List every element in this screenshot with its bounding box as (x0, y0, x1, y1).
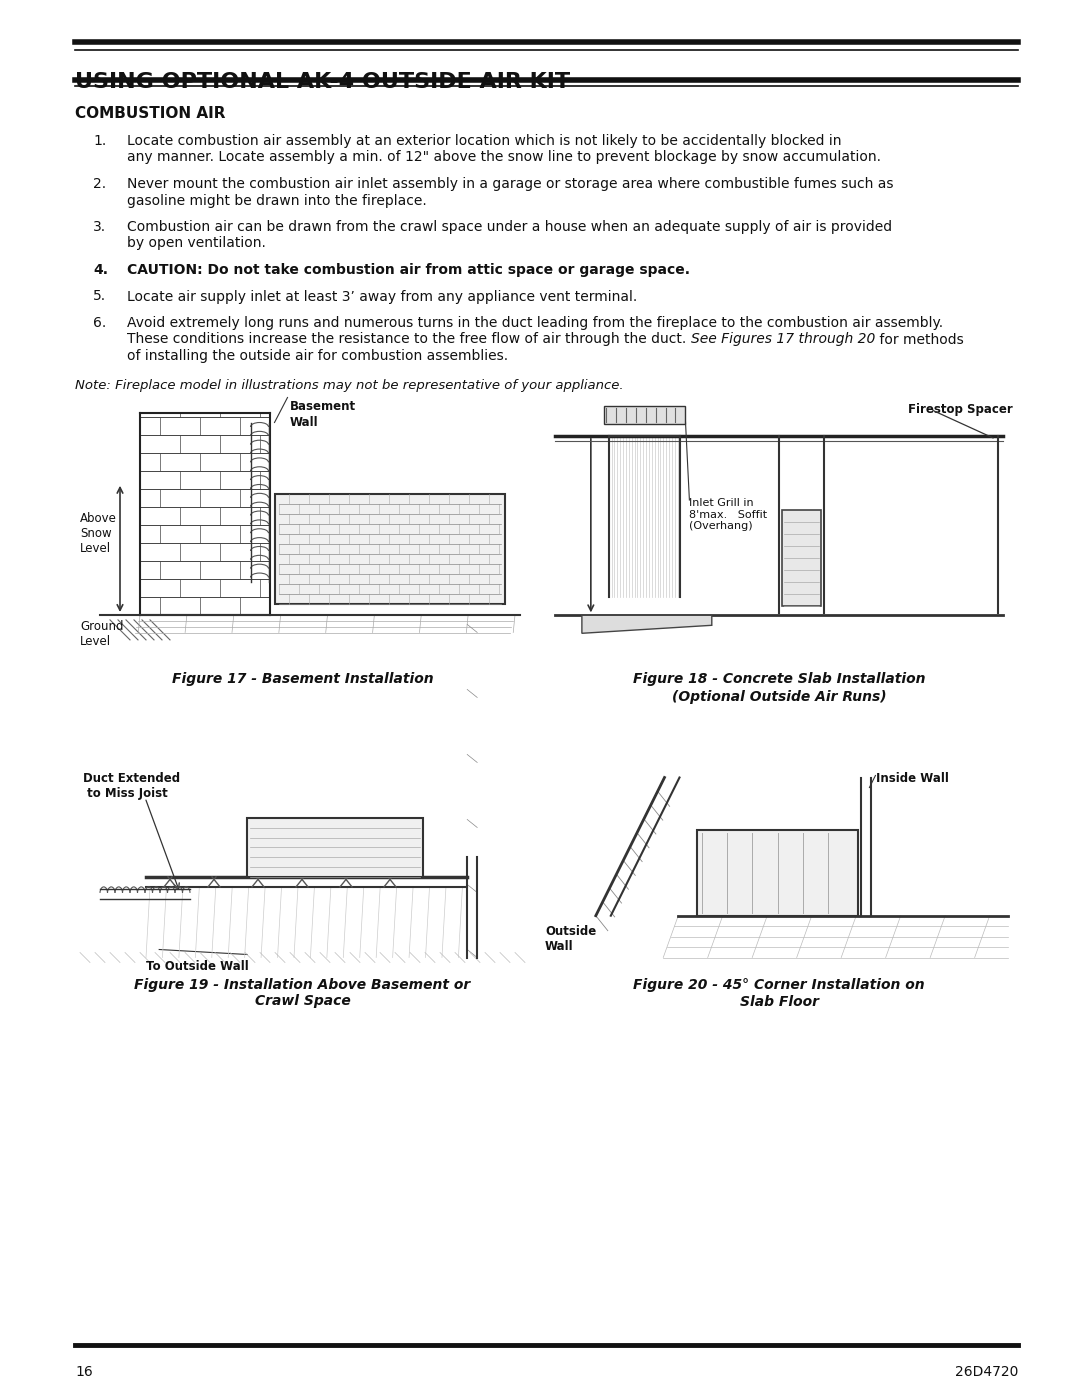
Text: Slab Floor: Slab Floor (740, 995, 819, 1009)
Bar (697, 830, 859, 915)
Text: any manner. Locate assembly a min. of 12" above the snow line to prevent blockag: any manner. Locate assembly a min. of 12… (127, 151, 881, 165)
Bar (75, 398, 530, 668)
Text: 3.: 3. (93, 219, 106, 235)
Text: 1.: 1. (93, 134, 106, 148)
Bar (247, 819, 423, 877)
Text: 6.: 6. (93, 316, 106, 330)
Bar (782, 510, 821, 606)
Bar (75, 753, 530, 972)
Text: 2.: 2. (93, 177, 106, 191)
Text: Locate air supply inlet at least 3’ away from any appliance vent terminal.: Locate air supply inlet at least 3’ away… (127, 289, 637, 303)
Text: Basement
Wall: Basement Wall (289, 401, 355, 429)
Text: 5.: 5. (93, 289, 106, 303)
Polygon shape (582, 615, 712, 633)
Text: Duct Extended
 to Miss Joist: Duct Extended to Miss Joist (83, 773, 180, 800)
Text: by open ventilation.: by open ventilation. (127, 236, 266, 250)
Text: To Outside Wall: To Outside Wall (146, 960, 248, 972)
Text: CAUTION: Do not take combustion air from attic space or garage space.: CAUTION: Do not take combustion air from… (127, 263, 690, 277)
Text: Never mount the combustion air inlet assembly in a garage or storage area where : Never mount the combustion air inlet ass… (127, 177, 893, 191)
Text: Crawl Space: Crawl Space (255, 995, 350, 1009)
Text: gasoline might be drawn into the fireplace.: gasoline might be drawn into the firepla… (127, 194, 427, 208)
Text: COMBUSTION AIR: COMBUSTION AIR (75, 106, 226, 122)
Text: for methods: for methods (875, 332, 963, 346)
Text: These conditions increase the resistance to the free flow of air through the duc: These conditions increase the resistance… (127, 332, 690, 346)
Bar (540, 753, 1018, 972)
Text: Above
Snow
Level: Above Snow Level (80, 513, 117, 556)
Text: 16: 16 (75, 1365, 93, 1379)
Text: Inlet Grill in
8'max.   Soffit
(Overhang): Inlet Grill in 8'max. Soffit (Overhang) (689, 497, 768, 531)
Text: Figure 17 - Basement Installation: Figure 17 - Basement Installation (172, 672, 433, 686)
Text: 4.: 4. (93, 263, 108, 277)
Text: Firestop Spacer: Firestop Spacer (908, 402, 1013, 415)
Text: (Optional Outside Air Runs): (Optional Outside Air Runs) (672, 690, 887, 704)
Text: Inside Wall: Inside Wall (877, 773, 949, 785)
Text: Figure 20 - 45° Corner Installation on: Figure 20 - 45° Corner Installation on (633, 978, 924, 992)
Bar (604, 407, 686, 423)
Text: Figure 18 - Concrete Slab Installation: Figure 18 - Concrete Slab Installation (633, 672, 926, 686)
Text: See Figures 17 through 20: See Figures 17 through 20 (690, 332, 875, 346)
Text: Figure 19 - Installation Above Basement or: Figure 19 - Installation Above Basement … (134, 978, 471, 992)
Text: Locate combustion air assembly at an exterior location which is not likely to be: Locate combustion air assembly at an ext… (127, 134, 841, 148)
Text: Avoid extremely long runs and numerous turns in the duct leading from the firepl: Avoid extremely long runs and numerous t… (127, 316, 943, 330)
Text: 26D4720: 26D4720 (955, 1365, 1018, 1379)
Text: Note: Fireplace model in illustrations may not be representative of your applian: Note: Fireplace model in illustrations m… (75, 380, 623, 393)
Bar (540, 398, 1018, 668)
Bar (274, 495, 505, 604)
Text: Combustion air can be drawn from the crawl space under a house when an adequate : Combustion air can be drawn from the cra… (127, 219, 892, 235)
Text: Outside
Wall: Outside Wall (545, 925, 596, 953)
Text: Ground
Level: Ground Level (80, 620, 123, 648)
Text: of installing the outside air for combustion assemblies.: of installing the outside air for combus… (127, 349, 508, 363)
Text: USING OPTIONAL AK-4 OUTSIDE AIR KIT: USING OPTIONAL AK-4 OUTSIDE AIR KIT (75, 73, 570, 92)
